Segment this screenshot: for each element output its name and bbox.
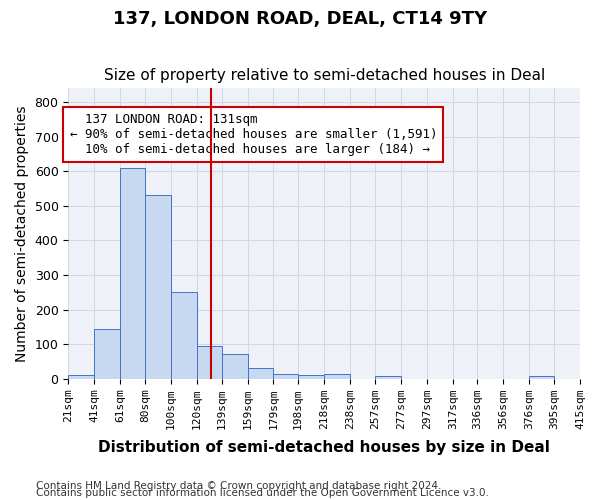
Bar xyxy=(171,292,197,378)
Bar xyxy=(221,354,248,378)
Bar xyxy=(248,368,274,378)
Bar xyxy=(324,374,350,378)
Bar xyxy=(145,196,171,378)
Text: Contains HM Land Registry data © Crown copyright and database right 2024.: Contains HM Land Registry data © Crown c… xyxy=(36,481,442,491)
Y-axis label: Number of semi-detached properties: Number of semi-detached properties xyxy=(15,106,29,362)
Bar xyxy=(120,168,145,378)
Bar xyxy=(94,328,120,378)
Bar xyxy=(197,346,221,378)
Text: Contains public sector information licensed under the Open Government Licence v3: Contains public sector information licen… xyxy=(36,488,489,498)
Text: 137, LONDON ROAD, DEAL, CT14 9TY: 137, LONDON ROAD, DEAL, CT14 9TY xyxy=(113,10,487,28)
Bar xyxy=(529,376,554,378)
Title: Size of property relative to semi-detached houses in Deal: Size of property relative to semi-detach… xyxy=(104,68,545,83)
Bar xyxy=(274,374,298,378)
Text: 137 LONDON ROAD: 131sqm
← 90% of semi-detached houses are smaller (1,591)
  10% : 137 LONDON ROAD: 131sqm ← 90% of semi-de… xyxy=(70,113,437,156)
X-axis label: Distribution of semi-detached houses by size in Deal: Distribution of semi-detached houses by … xyxy=(98,440,550,455)
Bar xyxy=(375,376,401,378)
Bar xyxy=(68,375,94,378)
Bar xyxy=(298,375,324,378)
